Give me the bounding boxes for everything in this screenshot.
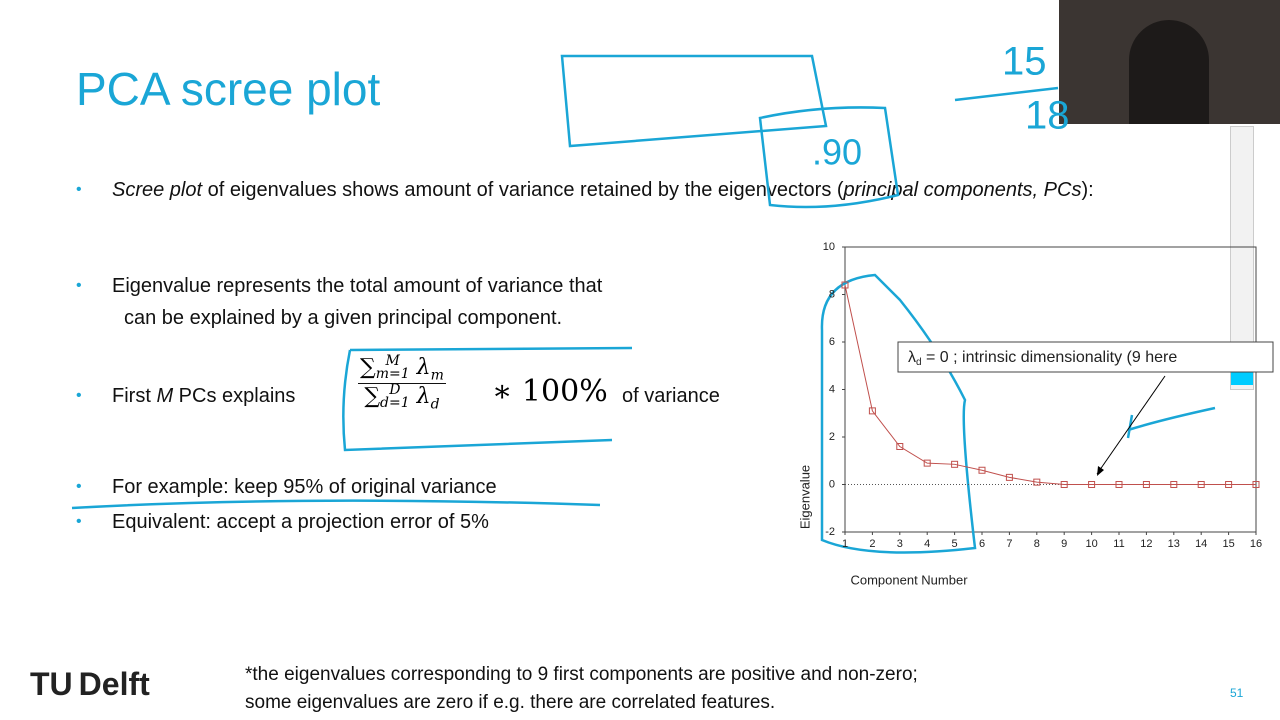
x-tick-label: 11 (1113, 538, 1124, 550)
point (1060, 481, 1068, 488)
point (1225, 481, 1233, 488)
point (1252, 481, 1260, 488)
var: λ (416, 355, 431, 380)
point (978, 466, 986, 474)
page-number: 51 (1230, 686, 1244, 700)
text: M (156, 385, 174, 407)
y-tick-label: 6 (829, 336, 835, 348)
logo-tu: TU (30, 666, 73, 702)
point (951, 460, 959, 468)
point (896, 443, 904, 450)
y-axis-label: Eigenvalue (797, 465, 812, 529)
text: can be explained by a given principal co… (124, 307, 563, 329)
logo: TU Delft (30, 666, 150, 703)
plot-frame (844, 246, 1257, 533)
y-tick-label: 4 (829, 383, 835, 395)
x-tick-label: 9 (1061, 538, 1067, 550)
slide-title: PCA scree plot (76, 63, 381, 115)
text: First (112, 385, 157, 407)
point (1197, 481, 1205, 488)
x-tick-label: 13 (1168, 538, 1180, 550)
bullet: • Equivalent: accept a projection error o… (76, 511, 489, 533)
sum: ∑ (360, 355, 376, 380)
handwriting: .90 (812, 132, 862, 173)
lower: m=1 (375, 366, 410, 382)
text: Equivalent: accept a projection error of… (112, 511, 489, 533)
point (923, 459, 931, 467)
x-tick-label: 1 (842, 538, 848, 550)
x-tick-label: 14 (1195, 538, 1207, 550)
handwriting: 18 (1025, 94, 1070, 138)
y-tick-label: 0 (829, 478, 835, 490)
text: ): (1081, 179, 1094, 201)
text: Scree plot (112, 179, 203, 201)
x-tick-label: 10 (1085, 538, 1097, 550)
x-tick-label: 7 (1006, 538, 1012, 550)
x-tick-label: 2 (869, 538, 875, 550)
x-tick-label: 6 (979, 538, 985, 550)
footnote: some eigenvalues are zero if e.g. there … (245, 692, 776, 713)
x-axis-label: Component Number (850, 572, 968, 587)
y-tick-label: 10 (823, 241, 835, 253)
index: d (430, 396, 440, 413)
y-tick-label: 8 (829, 288, 835, 300)
annotation-text: = 0 ; intrinsic dimensionality (9 here (922, 349, 1178, 366)
text: For example: keep 95% of original varian… (112, 476, 497, 498)
x-tick-label: 3 (897, 538, 903, 550)
bullet: • Eigenvalue represents the total amount … (76, 270, 603, 334)
point (1088, 481, 1096, 488)
x-tick-label: 15 (1222, 538, 1234, 550)
text: principal components, PCs (843, 179, 1082, 201)
index: m (430, 367, 444, 384)
text: of eigenvalues shows amount of variance … (202, 179, 844, 201)
x-tick-label: 4 (924, 538, 930, 550)
annotation: λd = 0 ; intrinsic dimensionality (9 her… (908, 349, 1177, 367)
upper: D (389, 382, 401, 399)
text: PCs explains (178, 385, 296, 407)
footnote: *the eigenvalues corresponding to 9 firs… (245, 664, 918, 685)
var: λ (416, 384, 431, 410)
symbol: λ (908, 349, 916, 366)
point (868, 407, 876, 415)
formula-times: ∗ 100% (492, 374, 608, 409)
arrow (1096, 375, 1166, 475)
x-tick-label: 12 (1140, 538, 1152, 550)
webcam (1059, 0, 1280, 124)
handwriting: 15 (1002, 40, 1047, 84)
annotation-box (897, 341, 1274, 373)
upper: M (385, 353, 400, 369)
x-tick-label: 16 (1250, 538, 1262, 550)
bullet: • First M PCs explains (76, 385, 296, 407)
series-line (844, 284, 1256, 485)
bullet: • For example: keep 95% of original varia… (76, 476, 497, 498)
y-tick-label: -2 (825, 526, 835, 538)
point (1142, 481, 1150, 488)
point (1115, 481, 1123, 488)
text: of variance (622, 385, 720, 407)
y-tick-label: 2 (829, 431, 835, 443)
point (841, 281, 849, 289)
point (1170, 481, 1178, 488)
subscript: d (916, 357, 922, 368)
point (1005, 473, 1013, 481)
bullet: • Scree plot of eigenvalues shows amount … (76, 179, 1094, 201)
x-tick-label: 5 (952, 538, 958, 550)
logo-delft: Delft (78, 666, 150, 702)
text: Eigenvalue represents the total amount o… (112, 275, 603, 297)
point (1033, 478, 1041, 486)
sum: ∑ (364, 384, 381, 410)
x-tick-label: 8 (1034, 538, 1040, 550)
arrow-head (1097, 466, 1104, 476)
lower: d=1 (380, 395, 410, 412)
